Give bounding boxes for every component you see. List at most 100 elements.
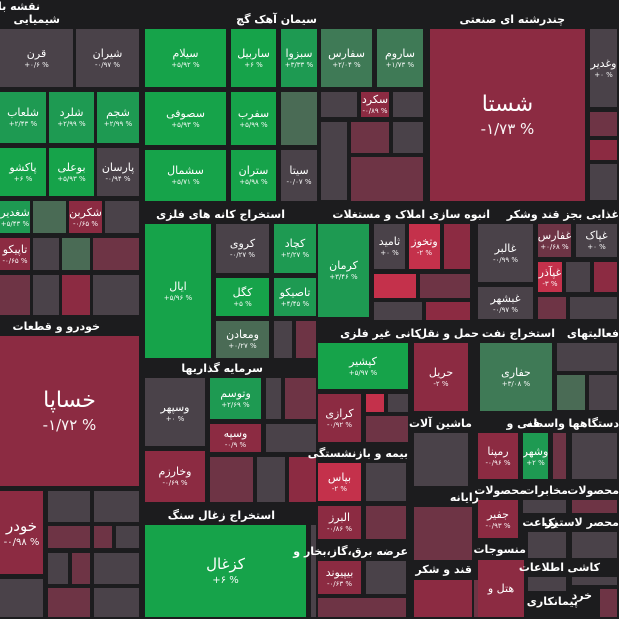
stock-tile[interactable]: غبشهر -۰/۹۷ % <box>478 287 533 319</box>
stock-tile[interactable] <box>296 321 316 358</box>
stock-tile[interactable]: بپاس -۲ % <box>318 463 361 501</box>
stock-tile[interactable] <box>570 297 617 319</box>
stock-tile[interactable] <box>444 224 470 269</box>
stock-tile[interactable] <box>366 561 406 594</box>
stock-tile[interactable] <box>414 580 472 617</box>
stock-tile[interactable]: غفارس +۰/۶۸ % <box>538 224 571 257</box>
stock-tile[interactable]: کپشیر +۵/۹۷ % <box>318 343 408 389</box>
stock-tile[interactable]: ایال +۵/۹۶ % <box>145 224 211 358</box>
stock-tile[interactable]: رمپنا -۰/۹۶ % <box>478 433 518 479</box>
stock-tile[interactable]: حفاری +۳/۰۸ % <box>480 343 552 411</box>
stock-tile[interactable] <box>0 579 43 617</box>
stock-tile[interactable]: وغدیر +۰ % <box>590 29 617 107</box>
stock-tile[interactable] <box>557 343 617 371</box>
stock-tile[interactable]: وخارزم -۰/۶۹ % <box>145 451 205 502</box>
stock-tile[interactable]: شغدیر +۵/۴۳ % <box>0 201 30 233</box>
stock-tile[interactable]: سیتا -۰/۰۷ % <box>281 150 317 201</box>
stock-tile[interactable]: شیران -۰/۹۷ % <box>76 29 139 87</box>
stock-tile[interactable] <box>420 274 470 298</box>
stock-tile[interactable] <box>62 238 90 270</box>
stock-tile[interactable]: غپآذر -۳ % <box>538 262 562 292</box>
stock-tile[interactable]: البرز -۰/۸۶ % <box>318 506 361 539</box>
stock-tile[interactable]: وسپه -۰/۹ % <box>210 424 261 452</box>
stock-tile[interactable] <box>266 378 281 419</box>
stock-tile[interactable] <box>257 457 285 502</box>
stock-tile[interactable]: وتوسم +۲/۶۹ % <box>210 378 261 419</box>
stock-tile[interactable]: تاپیکو -۰/۶۵ % <box>0 238 30 270</box>
stock-tile[interactable]: وسپهر +۰ % <box>145 378 205 446</box>
stock-tile[interactable] <box>48 553 68 584</box>
stock-tile[interactable]: شلعاب +۲/۴۳ % <box>0 92 46 143</box>
stock-tile[interactable]: کزغال +۶ % <box>145 525 306 617</box>
stock-tile[interactable]: وشهر +۲ % <box>523 433 548 479</box>
stock-tile[interactable] <box>351 122 389 153</box>
stock-tile[interactable]: شجم +۲/۹۹ % <box>97 92 139 143</box>
stock-tile[interactable]: تاصیکو +۴/۴۵ % <box>274 278 316 316</box>
stock-tile[interactable]: قرن +۰/۶ % <box>0 29 73 87</box>
stock-tile[interactable] <box>33 275 59 315</box>
stock-tile[interactable]: غالبر -۰/۹۹ % <box>478 224 533 282</box>
stock-tile[interactable] <box>311 525 316 617</box>
stock-tile[interactable]: کروی -۰/۲۷ % <box>216 224 269 273</box>
stock-tile[interactable] <box>116 526 139 548</box>
stock-tile[interactable] <box>572 500 617 513</box>
stock-tile[interactable] <box>274 321 292 358</box>
stock-tile[interactable] <box>94 491 139 522</box>
stock-tile[interactable] <box>528 532 566 558</box>
stock-tile[interactable] <box>572 433 617 479</box>
stock-tile[interactable]: خساپا -۱/۷۲ % <box>0 336 139 486</box>
stock-tile[interactable] <box>33 201 66 233</box>
stock-tile[interactable]: سبزوا +۳/۳۳ % <box>281 29 317 87</box>
stock-tile[interactable] <box>366 416 408 442</box>
stock-tile[interactable] <box>94 526 112 548</box>
stock-tile[interactable]: کگل +۵ % <box>216 278 269 316</box>
stock-tile[interactable] <box>572 532 617 558</box>
stock-tile[interactable]: سیلام +۵/۹۲ % <box>145 29 226 87</box>
stock-tile[interactable] <box>266 424 316 452</box>
stock-tile[interactable] <box>553 433 566 479</box>
stock-tile[interactable]: پاکشو +۶ % <box>0 148 46 196</box>
stock-tile[interactable]: ستران +۵/۹۸ % <box>231 150 276 201</box>
stock-tile[interactable] <box>374 274 416 298</box>
stock-tile[interactable] <box>48 491 90 522</box>
stock-tile[interactable] <box>393 122 423 153</box>
stock-tile[interactable] <box>72 553 90 584</box>
stock-tile[interactable] <box>589 375 617 410</box>
stock-tile[interactable] <box>572 577 617 585</box>
stock-tile[interactable]: سشمال +۵/۷۱ % <box>145 150 226 201</box>
stock-tile[interactable] <box>590 140 617 160</box>
stock-tile[interactable]: شستا -۱/۷۳ % <box>430 29 585 201</box>
stock-tile[interactable] <box>93 275 139 315</box>
stock-tile[interactable] <box>600 589 617 617</box>
stock-tile[interactable] <box>538 297 566 319</box>
stock-tile[interactable] <box>366 463 406 501</box>
stock-tile[interactable] <box>48 526 90 548</box>
stock-tile[interactable] <box>414 433 468 486</box>
stock-tile[interactable] <box>93 238 139 270</box>
stock-tile[interactable]: شلرد +۲/۹۹ % <box>49 92 94 143</box>
stock-tile[interactable] <box>105 201 139 233</box>
stock-tile[interactable]: ساربیل +۶ % <box>231 29 276 87</box>
stock-tile[interactable]: بیپیوند -۰/۶۳ % <box>318 561 361 594</box>
stock-tile[interactable]: خودر -۰/۹۸ % <box>0 491 43 574</box>
stock-tile[interactable]: کچاد +۲/۲۷ % <box>274 224 316 273</box>
stock-tile[interactable] <box>388 394 408 412</box>
stock-tile[interactable]: ومعادن +۰/۲۷ % <box>216 321 269 358</box>
stock-tile[interactable]: وتخوز -۲ % <box>409 224 440 269</box>
stock-tile[interactable]: ساروم +۱/۷۳ % <box>377 29 423 87</box>
stock-tile[interactable] <box>285 378 316 419</box>
stock-tile[interactable] <box>351 157 423 201</box>
stock-tile[interactable] <box>321 92 357 117</box>
stock-tile[interactable] <box>590 112 617 136</box>
stock-tile[interactable] <box>210 457 253 502</box>
stock-tile[interactable] <box>414 507 472 560</box>
stock-tile[interactable]: شکربن -۰/۶۵ % <box>69 201 102 233</box>
stock-tile[interactable]: ثامید +۰ % <box>374 224 405 269</box>
stock-tile[interactable] <box>393 92 423 117</box>
stock-tile[interactable]: سصوفی +۵/۹۳ % <box>145 92 226 145</box>
stock-tile[interactable] <box>48 588 90 617</box>
stock-tile[interactable] <box>566 262 590 292</box>
stock-tile[interactable]: حریل -۲ % <box>414 343 468 411</box>
stock-tile[interactable]: جفیر -۰/۹۳ % <box>478 500 518 538</box>
stock-tile[interactable] <box>426 302 470 320</box>
